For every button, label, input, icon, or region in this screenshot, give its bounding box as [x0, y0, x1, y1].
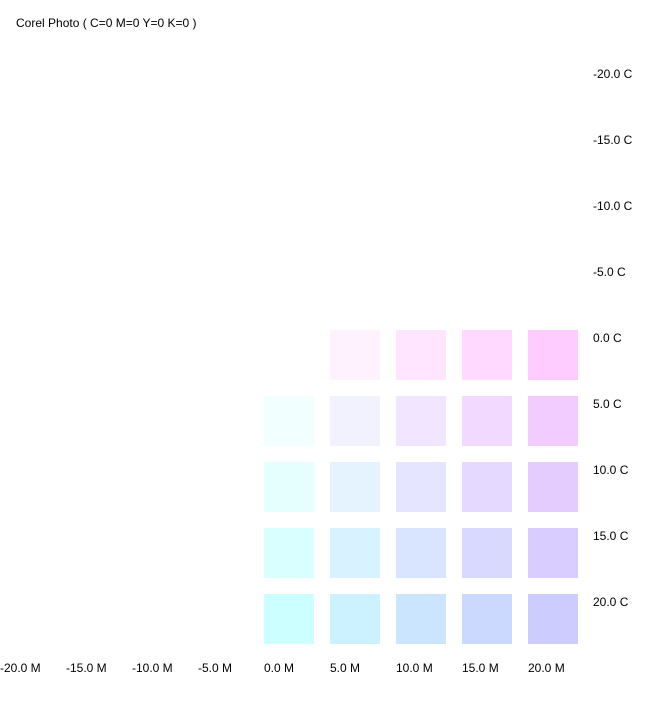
swatch-m0-c20 — [264, 594, 314, 644]
swatch-m10-c0 — [396, 330, 446, 380]
y-tick-label: 20.0 C — [593, 595, 629, 609]
swatch-grid — [264, 330, 578, 644]
y-tick-label: 10.0 C — [593, 463, 629, 477]
swatch-m5-c0 — [330, 330, 380, 380]
swatch-m15-c10 — [462, 462, 512, 512]
swatch-m20-c5 — [528, 396, 578, 446]
swatch-m5-c10 — [330, 462, 380, 512]
swatch-m0-c10 — [264, 462, 314, 512]
x-tick-label: 15.0 M — [462, 661, 499, 675]
swatch-m0-c5 — [264, 396, 314, 446]
x-axis-tick-labels: -20.0 M -15.0 M -10.0 M -5.0 M 0.0 M 5.0 M 10.… — [0, 661, 565, 675]
swatch-m5-c5 — [330, 396, 380, 446]
x-tick-label: 10.0 M — [396, 661, 433, 675]
x-tick-label: -20.0 M — [0, 661, 41, 675]
swatch-m5-c15 — [330, 528, 380, 578]
y-tick-label: -15.0 C — [593, 133, 633, 147]
swatch-m10-c10 — [396, 462, 446, 512]
swatch-m10-c5 — [396, 396, 446, 446]
swatch-m20-c20 — [528, 594, 578, 644]
y-tick-label: 5.0 C — [593, 397, 622, 411]
y-tick-label: -10.0 C — [593, 199, 633, 213]
y-axis-tick-labels: -20.0 C -15.0 C -10.0 C -5.0 C 0.0 C 5.0 C 10.… — [593, 67, 633, 609]
x-tick-label: -10.0 M — [132, 661, 173, 675]
swatch-m5-c20 — [330, 594, 380, 644]
x-tick-label: -15.0 M — [66, 661, 107, 675]
swatch-m15-c20 — [462, 594, 512, 644]
swatch-m20-c15 — [528, 528, 578, 578]
swatch-m0-c15 — [264, 528, 314, 578]
y-tick-label: -20.0 C — [593, 67, 633, 81]
swatch-m20-c10 — [528, 462, 578, 512]
x-tick-label: 5.0 M — [330, 661, 360, 675]
swatch-m10-c15 — [396, 528, 446, 578]
chart-title: Corel Photo ( C=0 M=0 Y=0 K=0 ) — [16, 16, 197, 30]
swatch-m20-c0 — [528, 330, 578, 380]
swatch-m15-c15 — [462, 528, 512, 578]
x-tick-label: 20.0 M — [528, 661, 565, 675]
y-tick-label: 0.0 C — [593, 331, 622, 345]
x-tick-label: 0.0 M — [264, 661, 294, 675]
swatch-m10-c20 — [396, 594, 446, 644]
y-tick-label: 15.0 C — [593, 529, 629, 543]
x-tick-label: -5.0 M — [198, 661, 232, 675]
swatch-m15-c5 — [462, 396, 512, 446]
swatch-m15-c0 — [462, 330, 512, 380]
y-tick-label: -5.0 C — [593, 265, 626, 279]
